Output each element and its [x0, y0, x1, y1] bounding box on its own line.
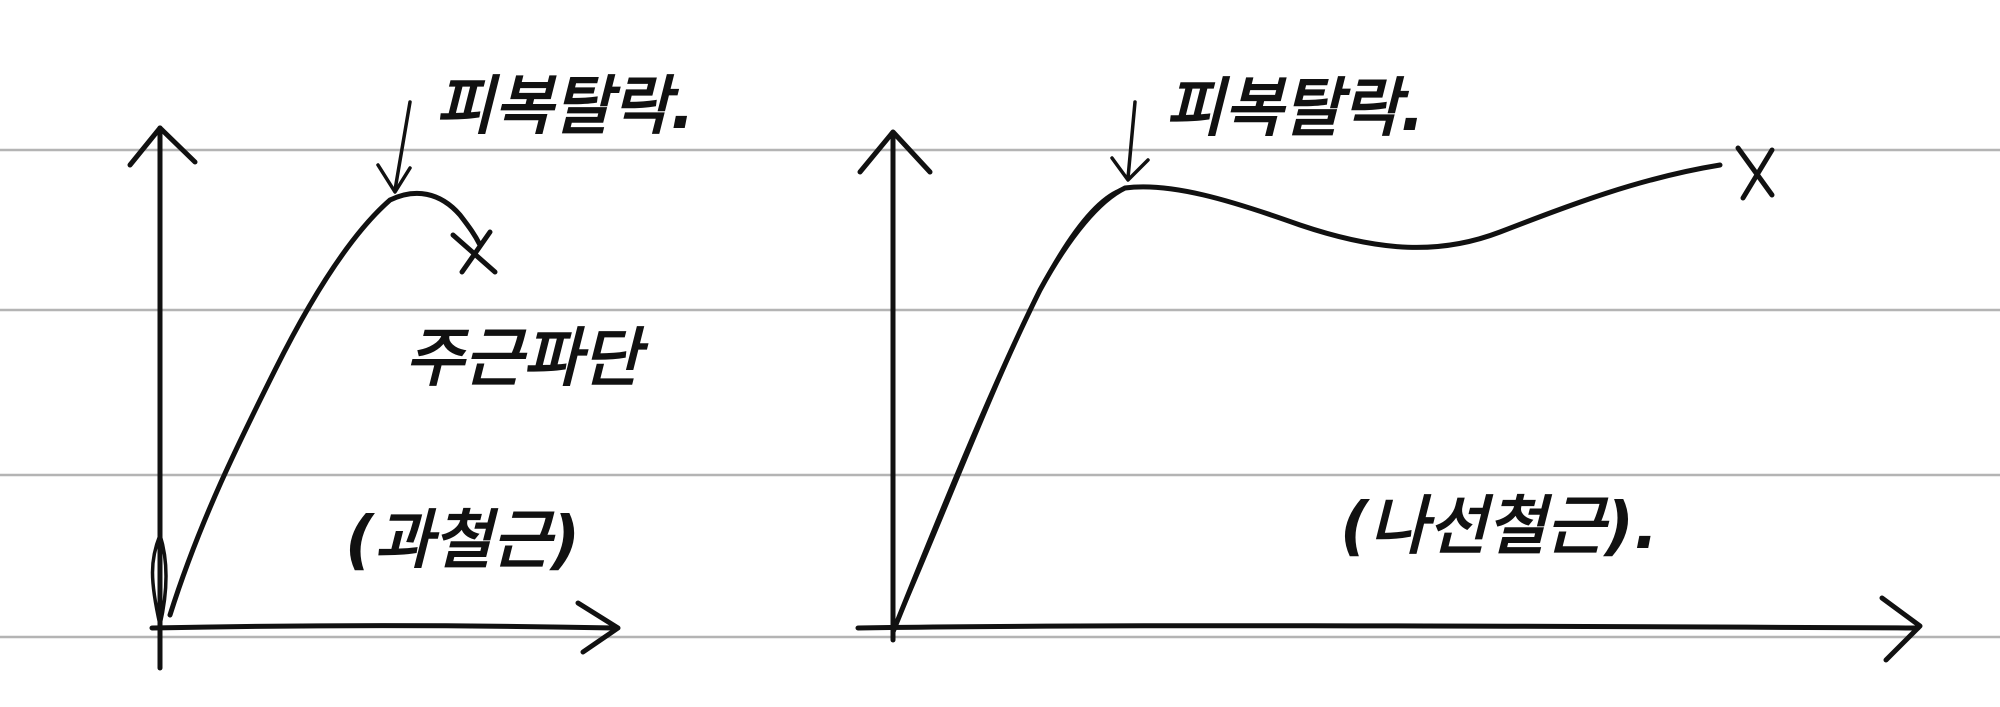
left-curve — [167, 190, 483, 618]
left-peak-label: 피복탈락. — [435, 70, 695, 144]
left-y-axis-arrowhead — [127, 125, 198, 168]
left-peak-arrowhead — [376, 163, 412, 194]
ruled-lines — [0, 148, 2000, 639]
right-y-axis-arrowhead — [857, 129, 933, 175]
right-caption: (나선철근). — [1340, 490, 1658, 564]
right-graph: 피복탈락. (나선철근). — [855, 72, 1923, 663]
right-end-mark — [1735, 145, 1775, 201]
left-peak-arrow — [393, 100, 412, 192]
left-x-axis — [149, 623, 618, 631]
left-fracture-mark — [450, 229, 498, 275]
left-fracture-label: 주근파단 — [405, 322, 649, 396]
left-x-axis-arrowhead — [575, 600, 621, 655]
right-x-axis-arrowhead — [1879, 595, 1923, 663]
left-caption: (과철근) — [345, 504, 580, 578]
right-peak-label: 피복탈락. — [1165, 72, 1425, 146]
left-origin-mark — [150, 533, 168, 627]
right-peak-arrowhead — [1110, 156, 1150, 182]
left-graph: 피복탈락. 주근파단 (과철근) — [127, 70, 695, 671]
right-x-axis — [855, 623, 1921, 631]
right-curve-trace — [896, 188, 1122, 622]
right-peak-arrow — [1126, 100, 1137, 180]
